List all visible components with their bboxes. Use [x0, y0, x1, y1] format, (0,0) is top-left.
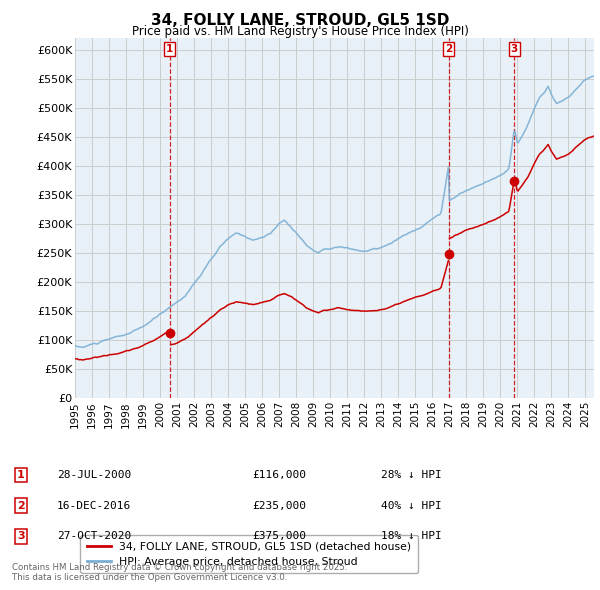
Text: £116,000: £116,000: [252, 470, 306, 480]
Text: 2: 2: [17, 501, 25, 510]
Text: 3: 3: [17, 532, 25, 541]
Text: 2: 2: [445, 44, 452, 54]
Text: Contains HM Land Registry data © Crown copyright and database right 2025.
This d: Contains HM Land Registry data © Crown c…: [12, 563, 347, 582]
Text: 28-JUL-2000: 28-JUL-2000: [57, 470, 131, 480]
Text: 18% ↓ HPI: 18% ↓ HPI: [381, 532, 442, 541]
Text: 28% ↓ HPI: 28% ↓ HPI: [381, 470, 442, 480]
Text: Price paid vs. HM Land Registry's House Price Index (HPI): Price paid vs. HM Land Registry's House …: [131, 25, 469, 38]
Text: £235,000: £235,000: [252, 501, 306, 510]
Text: 3: 3: [511, 44, 518, 54]
Text: £375,000: £375,000: [252, 532, 306, 541]
Text: 40% ↓ HPI: 40% ↓ HPI: [381, 501, 442, 510]
Text: 34, FOLLY LANE, STROUD, GL5 1SD: 34, FOLLY LANE, STROUD, GL5 1SD: [151, 13, 449, 28]
Legend: 34, FOLLY LANE, STROUD, GL5 1SD (detached house), HPI: Average price, detached h: 34, FOLLY LANE, STROUD, GL5 1SD (detache…: [80, 535, 418, 573]
Text: 1: 1: [17, 470, 25, 480]
Text: 27-OCT-2020: 27-OCT-2020: [57, 532, 131, 541]
Text: 16-DEC-2016: 16-DEC-2016: [57, 501, 131, 510]
Text: 1: 1: [166, 44, 173, 54]
